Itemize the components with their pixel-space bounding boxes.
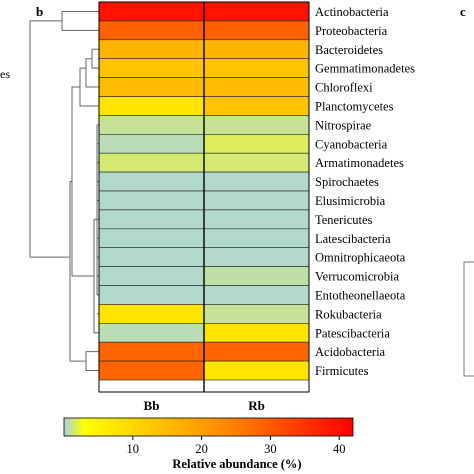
- heatmap-cell: [203, 304, 310, 324]
- right-panel-fragment: [463, 261, 474, 377]
- row-label: Planctomycetes: [315, 99, 394, 113]
- heatmap-cells: [98, 1, 310, 393]
- panel-label: b: [36, 4, 43, 19]
- row-label: Cyanobacteria: [315, 137, 388, 151]
- heatmap-cell: [203, 134, 310, 154]
- row-label: Spirochaetes: [315, 175, 379, 189]
- row-label: Latescibacteria: [315, 232, 391, 246]
- heatmap-cell: [98, 304, 205, 324]
- heatmap-cell: [98, 77, 205, 97]
- colorbar-ticks: 10 20 30 40: [127, 436, 346, 456]
- dendrogram-branch: [85, 351, 99, 372]
- heatmap-cell: [203, 228, 310, 249]
- heatmap-cell: [98, 115, 205, 135]
- row-label: Acidobacteria: [315, 345, 386, 359]
- dendrogram-branch: [29, 20, 70, 258]
- heatmap-cell: [98, 341, 205, 362]
- colorbar-tick-label: 30: [264, 442, 277, 456]
- heatmap-cell: [203, 266, 310, 286]
- colorbar: 10 20 30 40 Relative abundance (%): [63, 417, 354, 471]
- row-label: Bacteroidetes: [315, 43, 383, 57]
- heatmap-cell: [98, 228, 205, 249]
- dendrogram-branch: [91, 48, 99, 69]
- row-label: Elusimicrobia: [315, 194, 386, 208]
- dendrogram-branch: [85, 58, 99, 88]
- row-label: Tenericutes: [315, 213, 373, 227]
- row-label: Rokubacteria: [315, 307, 382, 321]
- heatmap-cell: [98, 20, 205, 41]
- colorbar-gradient: [63, 417, 354, 437]
- heatmap-cell: [203, 322, 310, 343]
- heatmap-cell: [203, 77, 310, 97]
- row-label: Firmicutes: [315, 364, 369, 378]
- column-labels: Bb Rb: [144, 398, 265, 413]
- dendrogram-branch: [71, 86, 90, 277]
- row-label: Actinobacteria: [315, 5, 389, 19]
- heatmap-cell: [98, 266, 205, 286]
- heatmap-cell: [203, 1, 310, 22]
- heatmap-cell: [203, 171, 310, 192]
- colorbar-label: Relative abundance (%): [172, 457, 301, 471]
- row-label: Entotheonellaeota: [315, 288, 406, 302]
- heatmap-cell: [98, 285, 205, 305]
- heatmap-cell: [98, 96, 205, 116]
- heatmap-cell: [203, 96, 310, 116]
- dendrogram: [29, 10, 99, 372]
- heatmap-cell: [203, 39, 310, 59]
- heatmap-cell: [98, 58, 205, 78]
- heatmap-cell: [98, 360, 205, 381]
- column-label: Bb: [144, 398, 160, 413]
- heatmap-cell: [203, 341, 310, 362]
- row-label: Proteobacteria: [315, 24, 388, 38]
- heatmap-frame: [98, 1, 310, 393]
- colorbar-tick-label: 10: [127, 442, 140, 456]
- heatmap-cell: [203, 115, 310, 135]
- dendrogram-branch: [61, 10, 99, 31]
- row-label: Omnitrophicaeota: [315, 251, 406, 265]
- colorbar-tick-label: 40: [333, 442, 346, 456]
- heatmap-cell: [203, 285, 310, 305]
- heatmap-cell: [203, 58, 310, 78]
- heatmap-cell: [203, 190, 310, 211]
- right-panel-label: c: [460, 4, 466, 19]
- column-label: Rb: [248, 398, 265, 413]
- row-label: Patescibacteria: [315, 326, 390, 340]
- row-labels: Actinobacteria Proteobacteria Bacteroidete…: [315, 5, 415, 378]
- row-label: Armatimonadetes: [315, 156, 404, 170]
- dendrogram-branch: [69, 181, 86, 362]
- heatmap-cell: [98, 134, 205, 154]
- heatmap-cell: [203, 209, 310, 230]
- heatmap-cell: [203, 247, 310, 267]
- heatmap-cell: [98, 1, 205, 22]
- heatmap-cell: [98, 152, 205, 173]
- heatmap-cell: [203, 152, 310, 173]
- row-label: Chloroflexi: [315, 81, 373, 95]
- heatmap-cell: [203, 360, 310, 381]
- heatmap-cell: [98, 209, 205, 230]
- heatmap-cell: [203, 20, 310, 41]
- row-label: Verrucomicrobia: [315, 270, 399, 284]
- heatmap-cell: [98, 190, 205, 211]
- colorbar-tick-label: 20: [195, 442, 208, 456]
- left-cut-text: es: [0, 67, 10, 81]
- heatmap-cell: [98, 39, 205, 59]
- heatmap-cell: [98, 247, 205, 267]
- heatmap-cell: [98, 322, 205, 343]
- row-label: Gemmatimonadetes: [315, 62, 415, 76]
- heatmap-cell: [98, 171, 205, 192]
- row-label: Nitrospirae: [315, 118, 372, 132]
